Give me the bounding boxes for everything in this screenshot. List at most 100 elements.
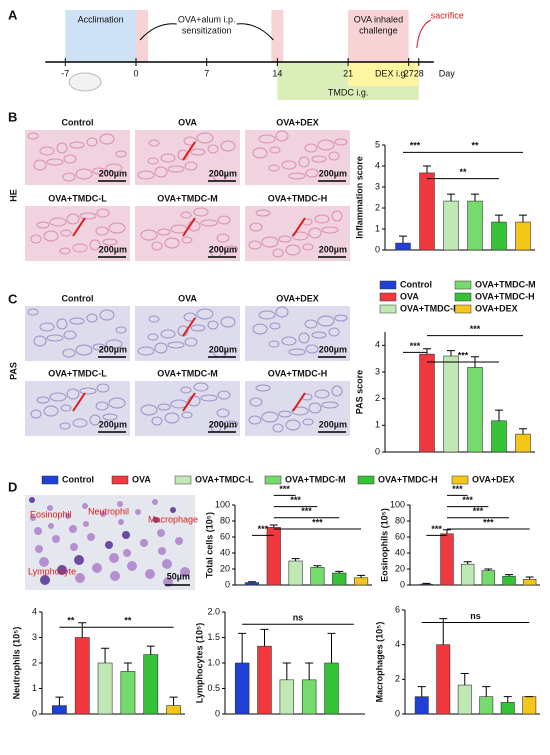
group-label: OVA+TMDC-H xyxy=(268,368,328,378)
y-tick-label: 2.0 xyxy=(207,606,220,616)
tissue-texture xyxy=(183,312,197,322)
tissue-texture xyxy=(72,243,88,253)
tissue-texture xyxy=(278,235,292,243)
bar xyxy=(515,433,531,453)
error-bar xyxy=(123,662,132,672)
tissue-texture xyxy=(89,414,101,426)
significance-label: ns xyxy=(293,613,304,623)
bar xyxy=(491,221,507,251)
y-tick-label: 0 xyxy=(400,579,405,589)
error-bar xyxy=(247,581,256,583)
cell xyxy=(145,569,155,579)
tissue-texture xyxy=(56,318,68,330)
tissue-texture xyxy=(298,156,310,168)
bar xyxy=(500,702,515,715)
tissue-texture xyxy=(193,207,209,217)
tissue-texture xyxy=(291,406,309,416)
y-tick-label: 4 xyxy=(375,160,380,170)
significance-label: *** xyxy=(279,484,290,494)
bar xyxy=(460,563,475,586)
tissue-texture xyxy=(258,310,276,320)
bar xyxy=(279,679,295,715)
tissue-texture xyxy=(137,170,155,180)
tissue-texture xyxy=(137,346,155,356)
tissue-texture xyxy=(304,143,318,153)
tissue-texture xyxy=(331,385,343,397)
tissue-texture xyxy=(308,227,322,239)
error-bar xyxy=(260,628,269,647)
error-bar xyxy=(447,350,455,356)
tissue-texture xyxy=(278,410,292,418)
significance-label: ** xyxy=(124,616,132,626)
error-bar xyxy=(482,686,491,697)
tissue-texture xyxy=(79,387,97,395)
tissue-texture xyxy=(148,315,160,323)
tissue-texture xyxy=(308,402,322,414)
tissue-texture xyxy=(272,423,284,433)
tissue-texture xyxy=(95,401,109,411)
scale-bar-label: 50µm xyxy=(167,571,190,581)
y-tick-label: 3 xyxy=(32,632,37,642)
legend-label: Control xyxy=(62,474,94,484)
tissue-texture xyxy=(105,339,123,349)
mouse-illustration xyxy=(68,72,102,92)
tissue-texture xyxy=(46,334,64,342)
error-bar xyxy=(146,645,155,655)
legend-label: OVA xyxy=(132,474,151,484)
red-arrow xyxy=(72,217,86,237)
legend-label: OVA+TMDC-L xyxy=(195,474,254,484)
challenge-label: challenge xyxy=(359,25,398,35)
tissue-texture xyxy=(328,151,340,161)
tissue-texture xyxy=(147,157,159,165)
y-tick-label: 4 xyxy=(375,340,380,350)
cell xyxy=(110,571,120,581)
tissue-texture xyxy=(207,144,219,154)
significance-label: *** xyxy=(258,524,269,534)
legend-label: OVA+DEX xyxy=(472,474,515,484)
significance-label: *** xyxy=(483,517,494,527)
bar xyxy=(395,242,411,251)
challenge-label: OVA inhaled xyxy=(354,14,403,24)
tissue-texture xyxy=(43,230,59,242)
bar xyxy=(143,654,159,715)
error-bar xyxy=(460,672,469,686)
tissue-texture xyxy=(184,337,198,347)
tissue-texture xyxy=(96,383,110,393)
y-axis-label: Macrophages (10⁵) xyxy=(374,622,384,703)
sacrifice-label: sacrifice xyxy=(431,10,464,20)
dex-phase xyxy=(348,62,419,86)
tissue-texture xyxy=(39,146,55,156)
tissue-texture xyxy=(314,389,330,399)
legend-label: OVA+TMDC-L xyxy=(400,303,459,313)
tissue-texture xyxy=(248,415,262,425)
bar xyxy=(301,679,317,715)
significance-label: *** xyxy=(312,517,323,527)
cell xyxy=(122,531,130,539)
tissue-texture xyxy=(207,320,219,330)
cell xyxy=(100,511,106,517)
y-tick-label: 2 xyxy=(395,674,400,684)
cell xyxy=(48,523,54,529)
legend-swatch xyxy=(264,475,282,485)
tissue-texture xyxy=(60,229,72,237)
legend-swatch xyxy=(111,475,129,485)
bar xyxy=(467,200,483,251)
cell xyxy=(117,501,123,507)
tissue-texture xyxy=(272,248,284,258)
error-bar xyxy=(305,662,314,680)
micrograph xyxy=(25,130,130,185)
red-arrow xyxy=(182,141,196,161)
scale-bar-label: 200µm xyxy=(319,419,347,429)
tissue-texture xyxy=(275,130,289,142)
tissue-texture xyxy=(164,237,180,249)
red-arrow xyxy=(182,317,196,337)
legend-label: OVA+TMDC-H xyxy=(475,291,535,301)
tissue-texture xyxy=(99,133,115,145)
challenge-phase xyxy=(348,10,409,62)
tissue-texture xyxy=(69,317,85,325)
error-bar xyxy=(495,214,503,223)
tissue-texture xyxy=(285,244,301,256)
error-bar xyxy=(399,235,407,244)
cell xyxy=(40,575,50,585)
bar xyxy=(479,696,494,715)
